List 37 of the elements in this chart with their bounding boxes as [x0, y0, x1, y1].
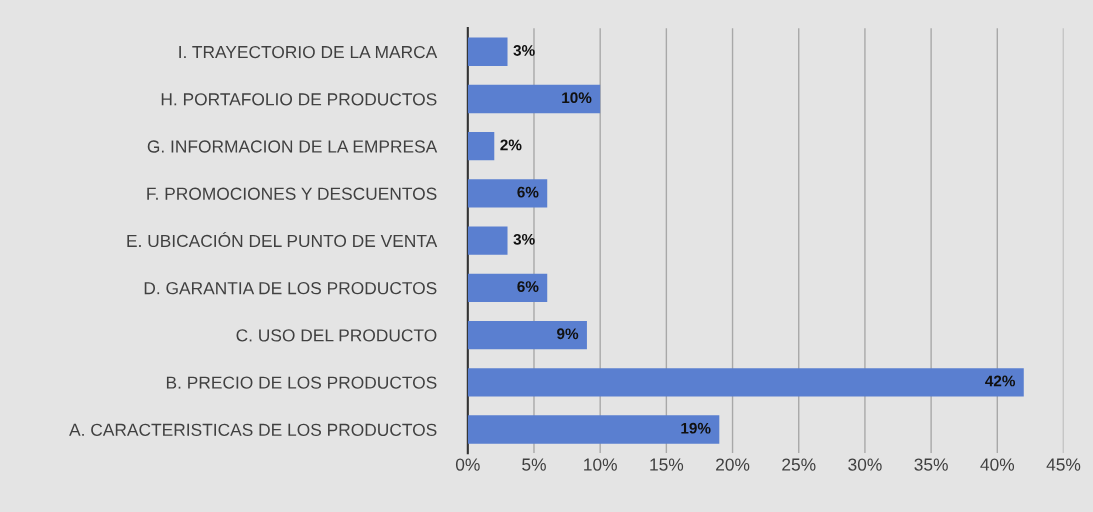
x-tick-label: 0%	[455, 458, 480, 471]
bar	[467, 320, 587, 350]
bar	[467, 179, 548, 208]
y-tick-label: H. PORTAFOLIO DE PRODUCTOS	[161, 93, 437, 106]
y-tick-label: B. PRECIO DE LOS PRODUCTOS	[166, 376, 437, 389]
data-label: 9%	[557, 328, 579, 340]
y-tick-label: D. GARANTIA DE LOS PRODUCTOS	[144, 282, 437, 295]
data-label: 10%	[562, 92, 592, 104]
data-label: 42%	[985, 375, 1016, 387]
data-label: 19%	[681, 422, 711, 434]
data-label: 6%	[517, 186, 539, 198]
bar	[467, 226, 508, 255]
x-tick-label: 10%	[584, 458, 617, 471]
y-tick-label: E. UBICACIÓN DEL PUNTO DE VENTA	[127, 231, 438, 248]
x-tick-label: 40%	[980, 458, 1015, 471]
x-tick-label: 20%	[716, 458, 750, 471]
bar	[467, 368, 1024, 397]
bar	[467, 415, 720, 444]
data-label: 2%	[500, 139, 522, 151]
x-tick-label: 45%	[1046, 458, 1081, 471]
bar	[467, 132, 495, 161]
y-tick-label: G. INFORMACION DE LA EMPRESA	[147, 140, 438, 153]
x-tick-label: 15%	[650, 458, 684, 471]
y-tick-label: F. PROMOCIONES Y DESCUENTOS	[147, 187, 437, 200]
y-tick-label: I. TRAYECTORIO DE LA MARCA	[179, 45, 438, 59]
bar	[467, 37, 508, 66]
data-label: 3%	[513, 45, 535, 56]
data-label: 6%	[517, 281, 539, 292]
bar	[467, 84, 601, 114]
x-tick-label: 5%	[522, 458, 546, 471]
data-label: 3%	[513, 233, 535, 245]
y-tick-label: A. CARACTERISTICAS DE LOS PRODUCTOS	[69, 423, 437, 436]
y-tick-label: C. USO DEL PRODUCTO	[236, 329, 437, 342]
bar	[467, 273, 548, 303]
x-tick-label: 30%	[848, 458, 882, 471]
x-tick-label: 35%	[914, 458, 948, 471]
x-tick-label: 25%	[782, 458, 816, 471]
